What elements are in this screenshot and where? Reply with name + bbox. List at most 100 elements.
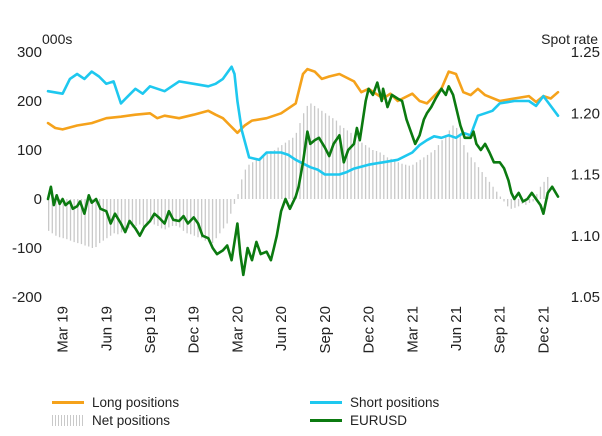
net-position-bar [215, 199, 217, 239]
net-position-bar [452, 125, 454, 199]
net-position-bar [361, 142, 363, 199]
net-position-bar [153, 199, 155, 225]
net-position-bar [375, 150, 378, 199]
net-position-bar [419, 159, 421, 199]
net-position-bar [499, 196, 502, 199]
net-position-bar [470, 157, 472, 199]
net-position-bar [332, 118, 334, 199]
net-position-bar [477, 167, 480, 199]
net-position-bar [510, 199, 512, 209]
net-position-bar [459, 135, 461, 199]
x-tick-label: Jun 19 [98, 306, 115, 351]
net-position-bar [481, 172, 483, 199]
net-position-bar [397, 162, 400, 199]
net-position-bar [58, 199, 61, 238]
net-position-bar [412, 164, 414, 199]
eurusd-line [46, 81, 560, 277]
net-position-bar [262, 154, 265, 199]
net-position-bar [426, 154, 429, 199]
x-tick-label: Jun 21 [448, 306, 465, 351]
net-position-bar [80, 199, 83, 245]
net-position-bar [503, 199, 505, 202]
net-position-bar [496, 191, 498, 199]
net-position-bar [120, 199, 123, 233]
net-position-bar [197, 199, 199, 238]
net-position-bar [226, 199, 228, 224]
net-position-bar [66, 199, 68, 240]
net-position-bar [423, 157, 425, 199]
net-position-bar [372, 150, 374, 199]
left-axis-unit: 000s [42, 31, 72, 47]
net-position-bar [539, 186, 542, 199]
net-position-bar [106, 199, 108, 239]
net-position-bar [488, 181, 491, 199]
net-position-bar [306, 105, 308, 199]
net-position-bar [128, 199, 130, 229]
net-position-bar [532, 199, 534, 202]
net-position-bar [379, 152, 381, 199]
left-tick-label: 200 [17, 93, 42, 110]
net-position-bar [248, 164, 250, 199]
right-axis-ticks: 1.25 1.20 1.15 1.10 1.05 [571, 44, 600, 306]
net-position-bar [273, 150, 276, 199]
net-position-bar [277, 147, 279, 199]
net-position-bar [448, 130, 451, 199]
net-position-bar [88, 199, 90, 247]
net-position-bar [131, 199, 134, 228]
net-position-bar [295, 132, 298, 199]
legend-item-net: Net positions [52, 413, 170, 428]
left-tick-label: -100 [12, 240, 42, 257]
net-position-bar [339, 125, 341, 199]
net-position-bar [241, 179, 243, 199]
net-position-bar [84, 199, 86, 246]
net-position-bar [485, 176, 487, 199]
net-position-bar [543, 181, 545, 199]
net-position-bar [525, 199, 527, 205]
net-position-bar [383, 154, 385, 199]
legend-label-eurusd: EURUSD [350, 413, 408, 428]
legend-item-eurusd: EURUSD [310, 413, 407, 428]
net-position-bar [321, 110, 323, 199]
legend-swatch-net [52, 415, 84, 426]
long-positions-line [46, 67, 560, 135]
net-position-bar [139, 199, 141, 225]
net-position-bar [48, 199, 50, 231]
net-position-bar [146, 199, 148, 224]
net-position-bar [346, 130, 349, 199]
net-position-bar [95, 199, 97, 248]
net-position-bar [73, 199, 75, 243]
left-tick-label: 100 [17, 142, 42, 159]
net-position-bar [211, 199, 214, 244]
net-position-bar [51, 199, 53, 234]
net-position-bar [284, 142, 287, 199]
x-tick-label: Sep 20 [317, 306, 334, 354]
net-position-bar [408, 165, 410, 199]
legend-label-short: Short positions [350, 395, 440, 410]
series-lines [46, 65, 560, 277]
short-positions-line [46, 65, 560, 176]
net-position-bar [102, 199, 104, 241]
net-position-bar [437, 145, 440, 199]
net-position-bar [150, 199, 152, 223]
net-position-bar [405, 164, 407, 199]
net-position-bar [233, 199, 236, 204]
net-position-bar [55, 199, 57, 236]
net-position-bar [124, 199, 126, 231]
net-position-bar [219, 199, 221, 234]
x-tick-label: Jun 20 [273, 306, 290, 351]
left-tick-label: -200 [12, 289, 42, 306]
net-position-bar [160, 199, 163, 229]
net-position-bar [171, 199, 174, 226]
net-position-bar [463, 145, 465, 199]
net-position-bar [536, 194, 538, 199]
net-position-bar [244, 169, 247, 199]
net-position-bar [317, 108, 319, 199]
net-position-bar [390, 158, 392, 199]
net-position-bar [456, 127, 458, 199]
net-position-bar [270, 150, 272, 199]
right-axis-unit: Spot rate [541, 31, 598, 47]
right-tick-label: 1.15 [571, 167, 600, 184]
legend-swatch-eurusd [310, 419, 342, 422]
net-position-bar [281, 145, 283, 199]
left-tick-label: 0 [34, 191, 42, 208]
